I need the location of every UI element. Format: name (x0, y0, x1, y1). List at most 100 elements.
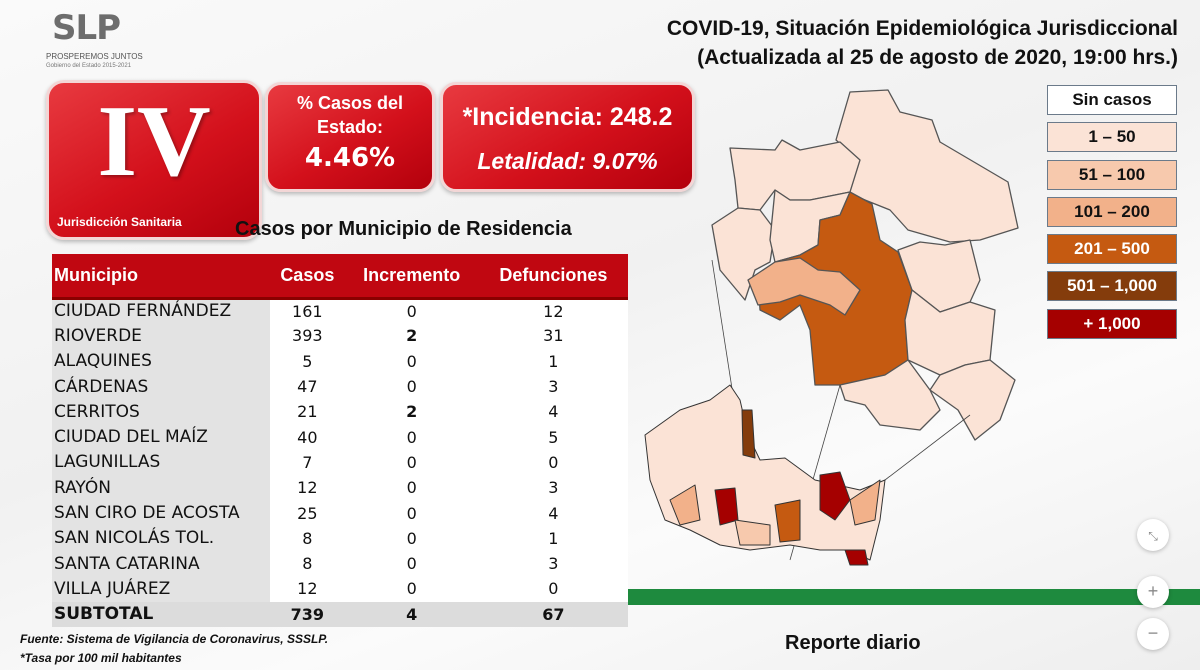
casos-cell: 47 (270, 373, 345, 400)
state-map-high-south (844, 549, 869, 566)
state-map-mid1 (741, 409, 756, 459)
state-map-outline (644, 384, 886, 561)
state-map-mid4 (849, 479, 881, 526)
column-header: Municipio (52, 254, 270, 300)
state-map-high-east (819, 471, 851, 521)
municipio-cell: VILLA JUÁREZ (52, 576, 270, 602)
title-line-1: COVID-19, Situación Epidemiológica Juris… (666, 17, 1178, 40)
subtotal-cell: 67 (478, 601, 628, 627)
source-note: Fuente: Sistema de Vigilancia de Coronav… (20, 632, 329, 646)
legend-item: 201 – 500 (1047, 234, 1177, 265)
municipio-cell: LAGUNILLAS (52, 449, 270, 476)
slp-logo: SLP PROSPEREMOS JUNTOS Gobierno del Esta… (44, 8, 154, 70)
column-header: Defunciones (478, 254, 628, 300)
legend-item: 51 – 100 (1047, 159, 1177, 190)
incremento-cell: 0 (344, 576, 479, 602)
defunciones-cell: 0 (478, 449, 628, 476)
table-row: CERRITOS 21 2 4 (52, 399, 628, 425)
fit-screen-button[interactable]: ⤡ (1137, 519, 1169, 551)
map-region-southeast (929, 359, 1016, 441)
subtotal-cell: SUBTOTAL (52, 601, 270, 627)
jurisdiction-label: Jurisdicción Sanitaria (57, 215, 182, 229)
table-row: SAN NICOLÁS TOL. 8 0 1 (52, 525, 628, 551)
legend-item: 501 – 1,000 (1047, 271, 1177, 302)
logo-government: Gobierno del Estado 2015-2021 (46, 63, 132, 69)
defunciones-cell: 1 (478, 525, 628, 551)
table-title: Casos por Municipio de Residencia (235, 218, 572, 240)
municipio-cell: SAN NICOLÁS TOL. (52, 525, 270, 551)
state-map-mid2 (774, 499, 801, 543)
map-legend: Sin casos 1 – 50 51 – 100 101 – 200 201 – 50… (1047, 85, 1177, 346)
jurisdiction-numeral: IV (97, 85, 211, 198)
cases-table: Municipio Casos Incremento Defunciones CIUD… (52, 254, 628, 627)
municipio-cell: RIOVERDE (52, 323, 270, 349)
table-row: LAGUNILLAS 7 0 0 (52, 449, 628, 476)
legend-item: 101 – 200 (1047, 196, 1177, 227)
casos-cell: 8 (270, 525, 345, 551)
municipio-cell: SAN CIRO DE ACOSTA (52, 500, 270, 526)
incremento-cell: 0 (344, 373, 479, 400)
table-row: CIUDAD FERNÁNDEZ 161 0 12 (52, 298, 628, 324)
subtotal-row: SUBTOTAL 739 4 67 (52, 601, 628, 627)
incremento-cell: 0 (344, 500, 479, 526)
table-row: CÁRDENAS 47 0 3 (52, 373, 628, 400)
table-header: Municipio Casos Incremento Defunciones (52, 254, 628, 300)
column-header: Casos (270, 254, 345, 300)
table-row: RAYÓN 12 0 3 (52, 475, 628, 501)
state-map-mid3 (669, 484, 701, 526)
map-region-west (711, 207, 776, 301)
municipio-cell: CIUDAD DEL MAÍZ (52, 424, 270, 450)
incremento-cell: 2 (344, 323, 479, 349)
defunciones-cell: 3 (478, 373, 628, 400)
report-label: Reporte diario (785, 632, 921, 654)
subtotal-cell: 4 (344, 601, 479, 627)
zoom-connector-line (884, 414, 971, 481)
casos-cell: 7 (270, 449, 345, 476)
state-percentage-card: % Casos del Estado: 4.46% (265, 82, 435, 192)
map-region-ciudad-fernandez (747, 257, 861, 316)
casos-cell: 5 (270, 348, 345, 374)
incremento-cell: 0 (344, 525, 479, 551)
casos-cell: 25 (270, 500, 345, 526)
casos-cell: 8 (270, 550, 345, 577)
lethality-value: Letalidad: 9.07% (477, 148, 658, 174)
incremento-cell: 0 (344, 298, 479, 324)
incremento-cell: 0 (344, 348, 479, 374)
state-map-mid5 (734, 519, 771, 546)
defunciones-cell: 12 (478, 298, 628, 324)
municipio-cell: RAYÓN (52, 475, 270, 501)
zoom-out-button[interactable]: − (1137, 618, 1169, 650)
legend-item: 1 – 50 (1047, 122, 1177, 153)
defunciones-cell: 5 (478, 424, 628, 450)
municipio-cell: CERRITOS (52, 399, 270, 425)
defunciones-cell: 3 (478, 550, 628, 577)
subtotal-cell: 739 (270, 601, 345, 627)
municipio-cell: SANTA CATARINA (52, 550, 270, 577)
state-percentage-value: 4.46% (304, 143, 396, 173)
incidence-value: *Incidencia: 248.2 (462, 103, 673, 131)
state-map (644, 384, 886, 566)
incremento-cell: 0 (344, 449, 479, 476)
green-divider (628, 589, 1200, 605)
logo-slogan: PROSPEREMOS JUNTOS (46, 52, 143, 61)
incremento-cell: 0 (344, 475, 479, 501)
casos-cell: 40 (270, 424, 345, 450)
jurisdiction-map (644, 89, 1019, 566)
legend-item: + 1,000 (1047, 308, 1177, 339)
defunciones-cell: 4 (478, 500, 628, 526)
defunciones-cell: 31 (478, 323, 628, 349)
fit-screen-icon: ⤡ (1148, 529, 1158, 543)
defunciones-cell: 4 (478, 399, 628, 425)
incremento-cell: 0 (344, 424, 479, 450)
casos-cell: 161 (270, 298, 345, 324)
incremento-cell: 0 (344, 550, 479, 577)
casos-cell: 393 (270, 323, 345, 349)
defunciones-cell: 0 (478, 576, 628, 602)
legend-item: Sin casos (1047, 85, 1177, 115)
municipio-cell: CIUDAD FERNÁNDEZ (52, 298, 270, 324)
footnotes: Fuente: Sistema de Vigilancia de Coronav… (20, 630, 328, 668)
table-row: SANTA CATARINA 8 0 3 (52, 550, 628, 577)
map-region-south (839, 359, 941, 431)
table-row: ALAQUINES 5 0 1 (52, 348, 628, 374)
zoom-in-button[interactable]: + (1137, 576, 1169, 608)
